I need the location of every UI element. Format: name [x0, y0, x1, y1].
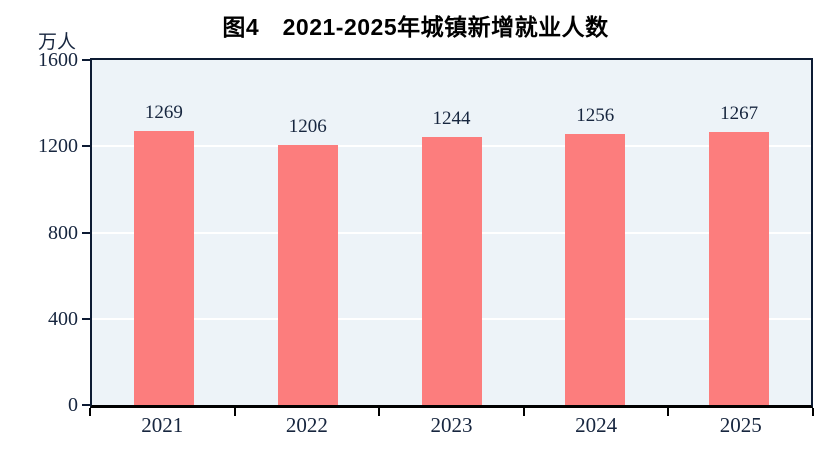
y-tick-mark-1200: [82, 145, 91, 148]
y-tick-label-1200: 1200: [38, 135, 78, 158]
chart-title: 图4 2021-2025年城镇新增就业人数: [222, 14, 609, 40]
plot-area: 1269 1206 1244 1256 1267: [90, 58, 813, 408]
y-tick-label-400: 400: [48, 307, 78, 330]
y-tick-label-0: 0: [68, 394, 78, 416]
bar-2021: [133, 131, 194, 405]
bar-2025: [709, 131, 770, 405]
bar-value-2025: 1267: [720, 102, 759, 124]
bar-2024: [565, 134, 626, 405]
x-tick-mark-3: [522, 408, 525, 416]
y-tick-mark-400: [82, 317, 91, 320]
x-tick-mark-0: [89, 408, 91, 416]
x-category-label-2023: 2023: [430, 413, 473, 437]
bar-value-2021: 1269: [144, 102, 183, 124]
x-category-label-2025: 2025: [719, 413, 762, 437]
x-category-label-2022: 2022: [285, 413, 328, 437]
y-tick-label-800: 800: [48, 221, 78, 244]
x-tick-mark-4: [667, 408, 670, 416]
y-tick-label-1600: 1600: [38, 49, 78, 71]
bar-value-2022: 1206: [288, 115, 327, 137]
y-axis-unit-label: 万人: [37, 32, 76, 53]
bar-2022: [277, 144, 338, 405]
bar-value-2023: 1244: [432, 107, 471, 129]
x-category-label-2021: 2021: [141, 413, 184, 437]
x-tick-mark-1: [233, 408, 236, 416]
x-tick-mark-2: [378, 408, 381, 416]
bar-2023: [421, 136, 482, 405]
y-tick-mark-800: [82, 231, 91, 234]
x-tick-mark-5: [812, 408, 814, 416]
y-tick-mark-1600: [82, 59, 91, 61]
y-tick-mark-0: [82, 404, 91, 406]
x-category-label-2024: 2024: [575, 413, 618, 437]
bar-value-2024: 1256: [576, 105, 615, 127]
